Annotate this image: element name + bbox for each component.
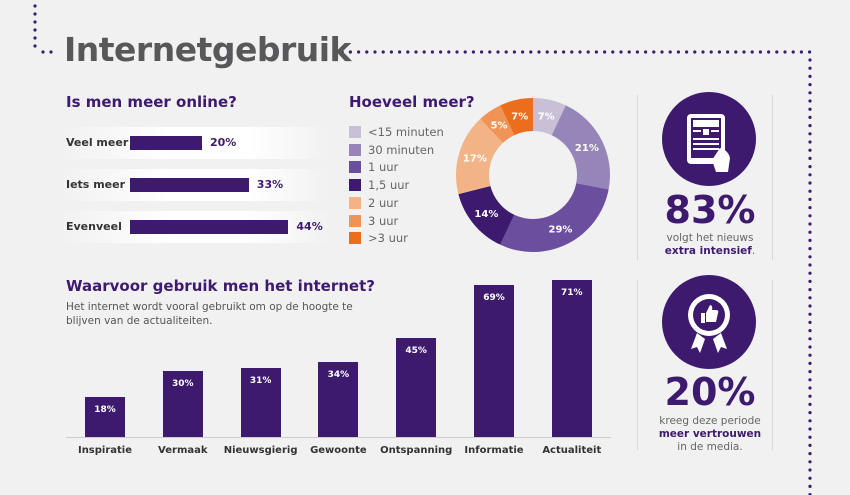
legend-item: 3 uur bbox=[349, 214, 398, 228]
divider bbox=[637, 95, 638, 260]
stat-caption: kreeg deze periode meer vertrouwen in de m… bbox=[658, 415, 762, 453]
x-tick-label: Nieuwsgierig bbox=[223, 445, 298, 456]
donut-chart: 7%21%29%14%17%5%7% bbox=[456, 98, 610, 252]
legend-label: 2 uur bbox=[368, 195, 399, 210]
x-tick-label: Ontspanning bbox=[380, 445, 453, 456]
category-label: Evenveel bbox=[66, 220, 122, 233]
legend-swatch bbox=[349, 232, 361, 245]
divider bbox=[772, 95, 773, 260]
usage-chart-subtitle: Het internet wordt vooral gebruikt om op… bbox=[66, 301, 353, 327]
legend-swatch bbox=[349, 126, 361, 138]
column-bar: 69% bbox=[474, 284, 514, 437]
donut-chart-title: Hoeveel meer? bbox=[349, 93, 475, 111]
column-bar: 71% bbox=[551, 280, 592, 437]
category-label: Iets meer bbox=[66, 178, 125, 191]
donut-slice bbox=[456, 118, 503, 195]
x-tick-label: Informatie bbox=[464, 445, 524, 456]
donut-slice bbox=[458, 185, 515, 245]
legend-item: 30 minuten bbox=[349, 143, 434, 157]
thumbs-up-badge-icon bbox=[662, 275, 756, 369]
bar-value-label: 44% bbox=[296, 220, 323, 233]
slice-label: 7% bbox=[538, 111, 555, 122]
x-axis bbox=[66, 437, 611, 438]
legend-item: >3 uur bbox=[349, 231, 408, 245]
donut-slice bbox=[480, 105, 515, 143]
bar bbox=[130, 178, 249, 192]
column-bar: 45% bbox=[396, 337, 437, 437]
bar-value-label: 33% bbox=[256, 178, 284, 191]
bar-value-label: 31% bbox=[249, 376, 272, 387]
slice-label: 29% bbox=[548, 224, 572, 235]
legend-item: <15 minuten bbox=[349, 125, 444, 139]
legend-label: 3 uur bbox=[368, 213, 399, 228]
divider bbox=[772, 280, 773, 450]
legend-item: 1 uur bbox=[349, 160, 398, 174]
legend-item: 1,5 uur bbox=[349, 178, 409, 192]
stat-value: 83% bbox=[664, 188, 756, 232]
stat-caption: volgt het nieuws extra intensief. bbox=[664, 232, 756, 257]
legend-swatch bbox=[349, 196, 361, 209]
legend-swatch bbox=[349, 179, 361, 192]
bar-value-label: 30% bbox=[172, 378, 194, 389]
bar-value-label: 34% bbox=[327, 369, 350, 380]
donut-slice bbox=[500, 98, 533, 136]
legend-swatch bbox=[349, 143, 361, 156]
divider bbox=[637, 280, 638, 450]
legend-item: 2 uur bbox=[349, 196, 398, 210]
legend-swatch bbox=[349, 161, 361, 174]
x-tick-label: Actualiteit bbox=[542, 445, 602, 456]
legend-swatch bbox=[349, 214, 361, 227]
donut-slice bbox=[551, 105, 610, 190]
legend-label: >3 uur bbox=[368, 231, 408, 246]
page-title: Internetgebruik bbox=[64, 30, 352, 69]
column-bar: 34% bbox=[318, 361, 359, 437]
legend-label: <15 minuten bbox=[368, 125, 444, 139]
column-bar: 18% bbox=[85, 397, 125, 437]
bar-value-label: 45% bbox=[405, 345, 427, 356]
bar-value-label: 20% bbox=[210, 136, 237, 149]
slice-label: 17% bbox=[463, 154, 487, 165]
donut-slice bbox=[533, 98, 566, 136]
bar bbox=[130, 136, 202, 150]
column-bar: 30% bbox=[162, 370, 203, 437]
slice-label: 21% bbox=[575, 143, 599, 154]
bar bbox=[130, 220, 289, 234]
legend-label: 1 uur bbox=[368, 160, 399, 175]
news-tablet-icon bbox=[662, 92, 756, 186]
donut-slice bbox=[500, 183, 609, 252]
x-tick-label: Inspiratie bbox=[77, 445, 133, 456]
legend-label: 30 minuten bbox=[368, 142, 435, 157]
stat-value: 20% bbox=[664, 370, 756, 414]
bar-value-label: 69% bbox=[483, 292, 505, 303]
category-label: Veel meer bbox=[66, 136, 129, 149]
x-tick-label: Vermaak bbox=[158, 445, 208, 456]
bar-value-label: 71% bbox=[561, 288, 583, 299]
usage-chart-title: Waarvoor gebruik men het internet? bbox=[66, 277, 375, 295]
column-bar: 31% bbox=[240, 368, 281, 437]
slice-label: 7% bbox=[511, 111, 528, 122]
legend-label: 1,5 uur bbox=[368, 178, 410, 193]
slice-label: 5% bbox=[491, 120, 508, 131]
bar-value-label: 18% bbox=[94, 405, 116, 416]
slice-label: 14% bbox=[474, 209, 498, 220]
x-tick-label: Gewoonte bbox=[310, 445, 367, 456]
online-chart-title: Is men meer online? bbox=[66, 93, 237, 111]
